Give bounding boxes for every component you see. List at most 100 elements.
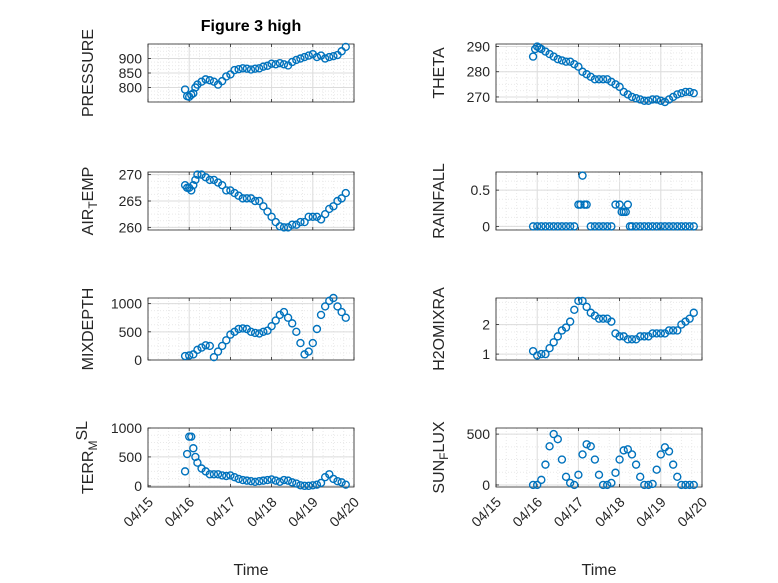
data-point <box>652 222 661 231</box>
data-point <box>545 343 554 353</box>
x-tick-label: 04/17 <box>550 494 586 530</box>
data-point <box>553 434 562 444</box>
data-point <box>337 307 346 317</box>
figure-title: Figure 3 high <box>201 18 301 35</box>
data-point <box>238 475 247 485</box>
data-point <box>541 47 550 56</box>
y-tick-label: 0 <box>482 477 490 493</box>
y-axis-label: PRESSURE <box>80 29 97 117</box>
data-point <box>607 317 616 326</box>
data-point <box>603 222 612 231</box>
data-point <box>590 75 600 84</box>
data-point <box>217 341 227 351</box>
data-point <box>197 170 206 179</box>
data-point <box>312 324 322 334</box>
data-point <box>275 222 285 231</box>
data-point <box>312 480 322 489</box>
data-point <box>180 467 190 476</box>
data-point <box>263 207 272 216</box>
data-point <box>582 70 591 79</box>
data-point <box>574 62 583 71</box>
y-tick-label: 1 <box>482 346 490 362</box>
data-point <box>590 222 600 231</box>
data-point <box>553 54 562 64</box>
data-point <box>549 222 558 231</box>
data-point <box>213 347 223 356</box>
data-point <box>590 455 600 464</box>
data-point <box>267 212 276 222</box>
data-point <box>636 95 645 104</box>
data-point <box>316 310 326 320</box>
data-point <box>242 194 252 203</box>
data-point <box>259 62 268 71</box>
y-tick-label: 900 <box>119 51 143 67</box>
data-point <box>615 455 624 464</box>
x-tick-label: 04/19 <box>633 494 669 530</box>
data-point <box>259 202 268 211</box>
data-point <box>627 335 637 344</box>
data-point <box>685 87 694 97</box>
data-point <box>561 222 571 231</box>
data-point <box>648 479 657 489</box>
data-point <box>627 450 637 459</box>
data-point <box>300 481 309 491</box>
data-point <box>267 59 276 68</box>
data-point <box>570 59 579 69</box>
data-point <box>275 58 285 68</box>
data-point <box>668 222 678 231</box>
data-point <box>275 477 285 486</box>
data-point <box>668 460 678 469</box>
data-point <box>656 450 665 459</box>
data-point <box>656 329 665 338</box>
data-point <box>341 313 350 322</box>
data-point <box>296 54 305 63</box>
data-point <box>337 47 346 56</box>
y-tick-label: 0 <box>134 478 142 494</box>
data-point <box>586 442 595 451</box>
data-point <box>574 296 583 306</box>
data-point <box>685 480 694 490</box>
data-point <box>528 222 538 231</box>
data-point <box>689 308 698 317</box>
data-point <box>288 478 297 487</box>
data-point <box>222 336 231 345</box>
data-point <box>578 450 587 459</box>
y-axis-label: AIRTEMP <box>80 167 100 236</box>
data-point <box>685 222 694 231</box>
data-point <box>574 470 583 479</box>
data-point <box>615 200 624 209</box>
data-point <box>213 178 223 187</box>
data-point <box>263 326 272 335</box>
data-point <box>582 302 591 312</box>
data-point <box>570 222 579 231</box>
data-point <box>664 222 674 231</box>
data-point <box>648 222 657 231</box>
data-point <box>234 65 243 74</box>
data-point <box>255 196 264 206</box>
data-point <box>660 222 670 231</box>
data-point <box>217 180 227 190</box>
data-point <box>545 222 554 231</box>
data-point <box>685 314 694 323</box>
data-point <box>537 475 546 485</box>
data-point <box>648 329 657 338</box>
data-point <box>292 220 301 229</box>
data-point <box>238 194 247 203</box>
data-point <box>533 480 542 490</box>
panel-8: 0 500 SUNFLUX 04/15 04/16 04/17 04/18 04/19 04/2… <box>431 421 710 579</box>
data-point <box>594 222 604 231</box>
data-point <box>656 222 665 231</box>
data-point <box>320 209 330 219</box>
data-point <box>182 449 192 459</box>
data-point <box>283 313 293 322</box>
data-point <box>279 60 289 69</box>
data-point <box>570 480 579 490</box>
y-tick-label: 290 <box>467 39 491 55</box>
data-point <box>292 479 301 488</box>
data-point <box>246 327 256 337</box>
data-point <box>279 223 289 232</box>
data-point <box>594 75 604 84</box>
data-point <box>288 319 297 328</box>
data-point <box>557 56 567 65</box>
data-point <box>644 96 653 105</box>
